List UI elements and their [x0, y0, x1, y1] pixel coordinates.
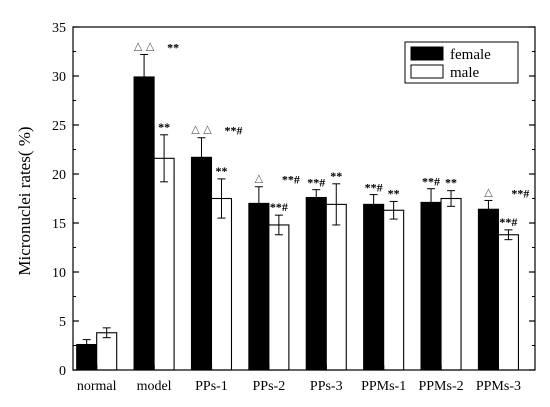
- significance-label-female: **#: [365, 181, 383, 195]
- y-tick-label: 5: [59, 315, 66, 330]
- bar-male: [268, 224, 290, 371]
- y-tick-label: 25: [52, 119, 66, 134]
- significance-label-male: **#: [270, 200, 288, 214]
- annotations-layer: △ △ ** ** △ △ **# ** △ **# **# **# ** **# ** **# ** △ **…: [134, 39, 530, 228]
- y-axis: 0 5 10 15 20 25 30 35: [52, 21, 535, 379]
- x-tick-label: PPMs-2: [418, 379, 463, 394]
- y-tick-label: 15: [52, 217, 66, 232]
- y-axis-label: Micronuclei rates( %): [15, 126, 34, 275]
- bar-female: [190, 156, 213, 371]
- legend-label-male: male: [450, 65, 479, 81]
- bar-female: [420, 201, 442, 371]
- x-tick-label: PPs-2: [253, 379, 286, 394]
- bar-male: [153, 157, 175, 371]
- significance-label-male: **: [158, 120, 170, 134]
- x-tick-label: PPMs-1: [361, 379, 406, 394]
- y-tick-label: 10: [52, 266, 66, 281]
- y-tick-label: 30: [52, 70, 66, 85]
- bar-female: [477, 208, 499, 371]
- x-tick-label: PPs-1: [195, 379, 228, 394]
- legend-swatch-female: [410, 46, 444, 61]
- x-tick-label: normal: [77, 379, 117, 394]
- significance-label-female: **#: [282, 173, 300, 187]
- legend-label-female: female: [450, 47, 491, 63]
- bar-male: [210, 197, 233, 371]
- x-tick-label: PPs-3: [310, 379, 343, 394]
- significance-label-male: **: [388, 186, 400, 200]
- bars-layer: [76, 76, 519, 371]
- error-bars-layer: [82, 53, 513, 345]
- significance-label-female: **#: [224, 124, 242, 138]
- bar-female: [305, 196, 327, 371]
- significance-triangle-female: △ △: [134, 39, 155, 52]
- y-tick-label: 0: [59, 364, 66, 379]
- x-tick-label: model: [137, 379, 172, 394]
- y-tick-label: 20: [52, 168, 66, 183]
- significance-triangle-female: △: [255, 172, 264, 185]
- significance-label-female: **: [167, 40, 179, 54]
- significance-label-male: **: [330, 169, 342, 183]
- bar-female: [76, 343, 98, 371]
- bar-female: [248, 202, 270, 371]
- bar-male: [497, 234, 519, 371]
- significance-label-female: **#: [422, 175, 440, 189]
- x-tick-label: PPMs-3: [476, 379, 521, 394]
- legend-swatch-male: [410, 64, 444, 79]
- significance-label-male: **: [215, 164, 227, 178]
- bar-male: [383, 209, 405, 371]
- bar-female: [363, 203, 385, 371]
- legend: female male: [404, 41, 519, 84]
- significance-label-male: **#: [499, 215, 517, 229]
- bar-female: [133, 76, 155, 371]
- significance-triangle-female: △ △: [191, 123, 212, 136]
- y-tick-label: 35: [52, 21, 66, 36]
- significance-label-female: **#: [307, 176, 325, 190]
- bar-male: [440, 197, 462, 371]
- significance-label-female: **#: [511, 186, 529, 200]
- bar-male: [325, 203, 347, 371]
- significance-triangle-female: △: [484, 185, 493, 198]
- bar-male: [96, 332, 118, 371]
- x-axis: normal model PPs-1 PPs-2 PPs-3 PPMs-1 PPMs-2 PP…: [77, 365, 521, 394]
- significance-label-male: **: [445, 176, 457, 190]
